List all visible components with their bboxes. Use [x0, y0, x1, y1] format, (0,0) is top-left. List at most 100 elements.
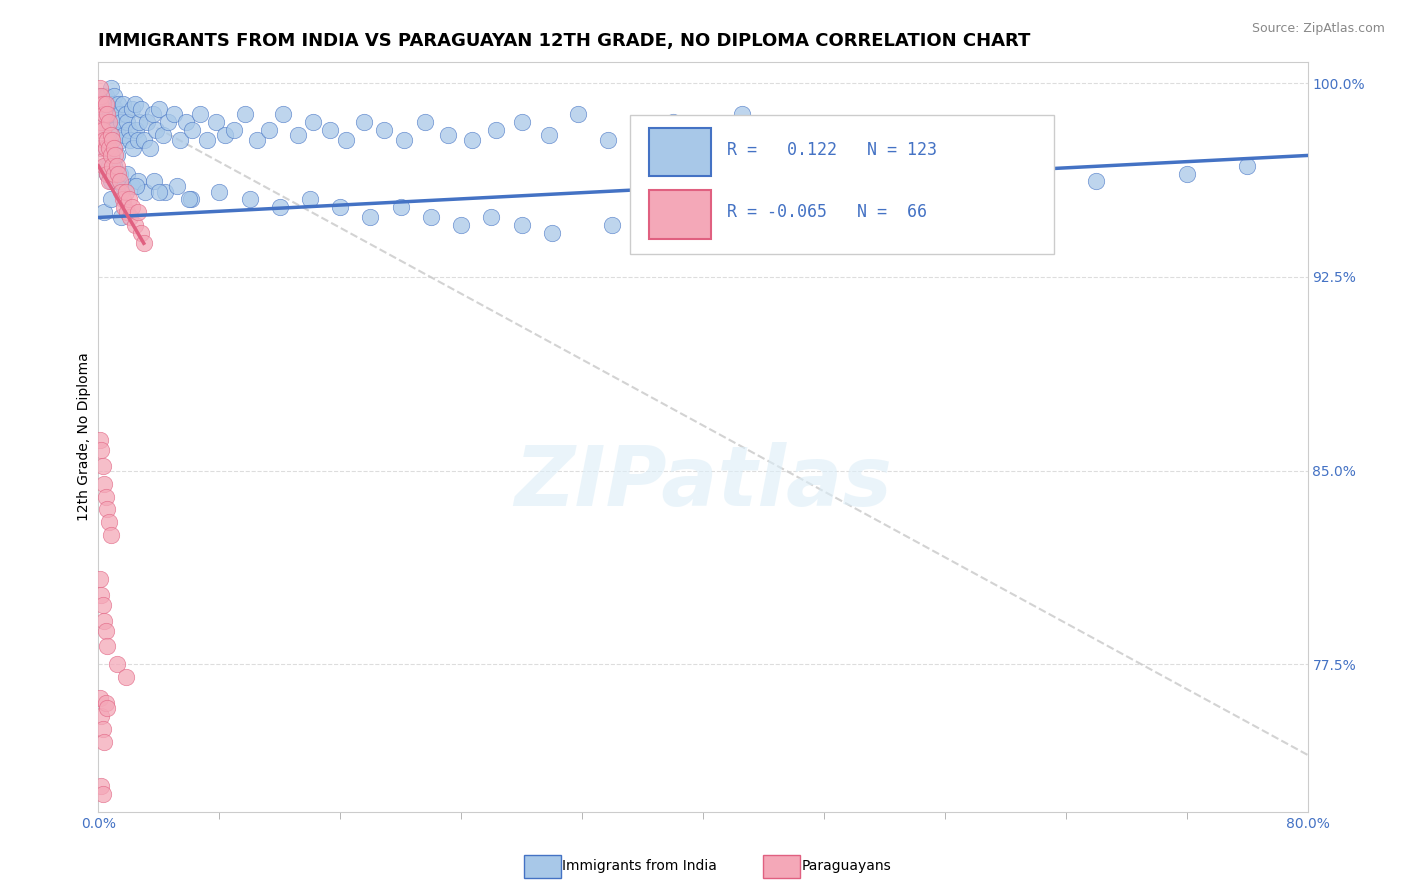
Point — [134, 185, 156, 199]
Point — [90, 709, 112, 723]
Point — [596, 133, 619, 147]
Point — [100, 148, 122, 162]
Point — [129, 102, 152, 116]
Point — [98, 141, 121, 155]
Point — [100, 174, 122, 188]
Point — [124, 218, 146, 232]
Point — [413, 115, 436, 129]
Point — [174, 115, 197, 129]
Point — [90, 115, 112, 129]
Point — [90, 442, 112, 457]
Point — [904, 193, 927, 207]
Point — [89, 89, 111, 103]
Point — [89, 572, 111, 586]
Point — [132, 133, 155, 147]
Point — [90, 102, 112, 116]
Point — [373, 122, 395, 136]
Point — [94, 141, 117, 155]
Point — [540, 226, 562, 240]
Point — [111, 96, 134, 111]
Point — [105, 107, 128, 121]
Point — [661, 115, 683, 129]
Text: IMMIGRANTS FROM INDIA VS PARAGUAYAN 12TH GRADE, NO DIPLOMA CORRELATION CHART: IMMIGRANTS FROM INDIA VS PARAGUAYAN 12TH… — [98, 32, 1031, 50]
Point — [115, 167, 138, 181]
Point — [89, 81, 111, 95]
Point — [100, 528, 122, 542]
Point — [103, 122, 125, 136]
Text: Immigrants from India: Immigrants from India — [562, 859, 717, 873]
Point — [98, 159, 121, 173]
Point — [163, 107, 186, 121]
Point — [96, 96, 118, 111]
Point — [125, 122, 148, 136]
Point — [179, 193, 201, 207]
Point — [121, 179, 143, 194]
Point — [181, 122, 204, 136]
Point — [111, 193, 134, 207]
Point — [98, 516, 121, 530]
Point — [124, 96, 146, 111]
Text: Paraguayans: Paraguayans — [801, 859, 891, 873]
Point — [353, 115, 375, 129]
Point — [91, 122, 114, 136]
Point — [93, 107, 115, 121]
Point — [287, 128, 309, 142]
Point — [103, 167, 125, 181]
Point — [103, 89, 125, 103]
Point — [132, 236, 155, 251]
Point — [93, 107, 115, 121]
Point — [93, 735, 115, 749]
Point — [436, 128, 458, 142]
Point — [105, 174, 128, 188]
Point — [271, 107, 294, 121]
Point — [105, 159, 128, 173]
Point — [111, 179, 134, 194]
Point — [96, 133, 118, 147]
Point — [98, 102, 121, 116]
Point — [96, 115, 118, 129]
Point — [450, 218, 472, 232]
Point — [100, 128, 122, 142]
Point — [180, 193, 202, 207]
Point — [122, 141, 145, 155]
Point — [107, 96, 129, 111]
Point — [96, 107, 118, 121]
Point — [510, 115, 533, 129]
Point — [90, 141, 112, 155]
Point — [114, 670, 136, 684]
Point — [105, 657, 128, 672]
Point — [1085, 174, 1108, 188]
Point — [461, 133, 484, 147]
Point — [90, 779, 112, 793]
Point — [114, 107, 136, 121]
Point — [115, 115, 138, 129]
Point — [121, 102, 143, 116]
Point — [94, 490, 117, 504]
Point — [128, 115, 150, 129]
Point — [91, 722, 114, 736]
Point — [628, 122, 651, 136]
Point — [94, 96, 117, 111]
Point — [120, 211, 142, 225]
Point — [110, 115, 132, 129]
Point — [166, 179, 188, 194]
Point — [389, 200, 412, 214]
Point — [195, 133, 218, 147]
Point — [110, 185, 132, 199]
Point — [91, 458, 114, 473]
Point — [108, 107, 131, 121]
FancyBboxPatch shape — [648, 190, 711, 238]
Point — [127, 133, 149, 147]
Point — [89, 691, 111, 706]
Point — [91, 89, 114, 103]
Point — [93, 614, 115, 628]
Point — [112, 128, 135, 142]
Point — [93, 133, 115, 147]
Point — [107, 167, 129, 181]
Point — [360, 211, 382, 225]
Point — [91, 122, 114, 136]
Point — [205, 115, 228, 129]
Point — [302, 115, 325, 129]
Point — [103, 159, 125, 173]
Point — [115, 205, 138, 219]
